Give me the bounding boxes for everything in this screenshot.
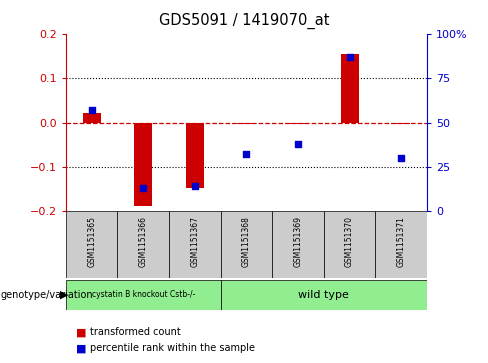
Point — [346, 54, 353, 60]
Text: genotype/variation: genotype/variation — [1, 290, 94, 300]
Text: GDS5091 / 1419070_at: GDS5091 / 1419070_at — [159, 13, 329, 29]
Bar — [118, 211, 169, 278]
Text: ■: ■ — [76, 327, 86, 337]
Text: ▶: ▶ — [60, 290, 68, 300]
Text: cystatin B knockout Cstb-/-: cystatin B knockout Cstb-/- — [92, 290, 195, 299]
Bar — [289, 122, 307, 124]
Text: GSM1151367: GSM1151367 — [190, 216, 200, 267]
Bar — [186, 122, 204, 188]
Bar — [272, 211, 324, 278]
Text: ■: ■ — [76, 343, 86, 354]
Text: GSM1151365: GSM1151365 — [87, 216, 96, 267]
Bar — [341, 54, 359, 122]
Point — [88, 107, 96, 113]
Text: GSM1151370: GSM1151370 — [345, 216, 354, 267]
Text: GSM1151371: GSM1151371 — [397, 216, 406, 267]
Point — [243, 151, 250, 157]
Bar — [82, 113, 101, 122]
Text: GSM1151369: GSM1151369 — [293, 216, 303, 267]
Point — [397, 155, 405, 160]
Text: GSM1151368: GSM1151368 — [242, 216, 251, 267]
Text: wild type: wild type — [298, 290, 349, 300]
Bar — [221, 280, 427, 310]
Text: percentile rank within the sample: percentile rank within the sample — [90, 343, 255, 354]
Point — [294, 141, 302, 147]
Bar — [134, 122, 152, 206]
Text: GSM1151366: GSM1151366 — [139, 216, 148, 267]
Bar — [169, 211, 221, 278]
Bar — [392, 122, 410, 124]
Bar — [375, 211, 427, 278]
Bar — [66, 211, 118, 278]
Bar — [324, 211, 375, 278]
Point — [191, 183, 199, 189]
Bar — [66, 280, 221, 310]
Point — [140, 185, 147, 191]
Bar — [238, 122, 256, 124]
Bar — [221, 211, 272, 278]
Text: transformed count: transformed count — [90, 327, 181, 337]
